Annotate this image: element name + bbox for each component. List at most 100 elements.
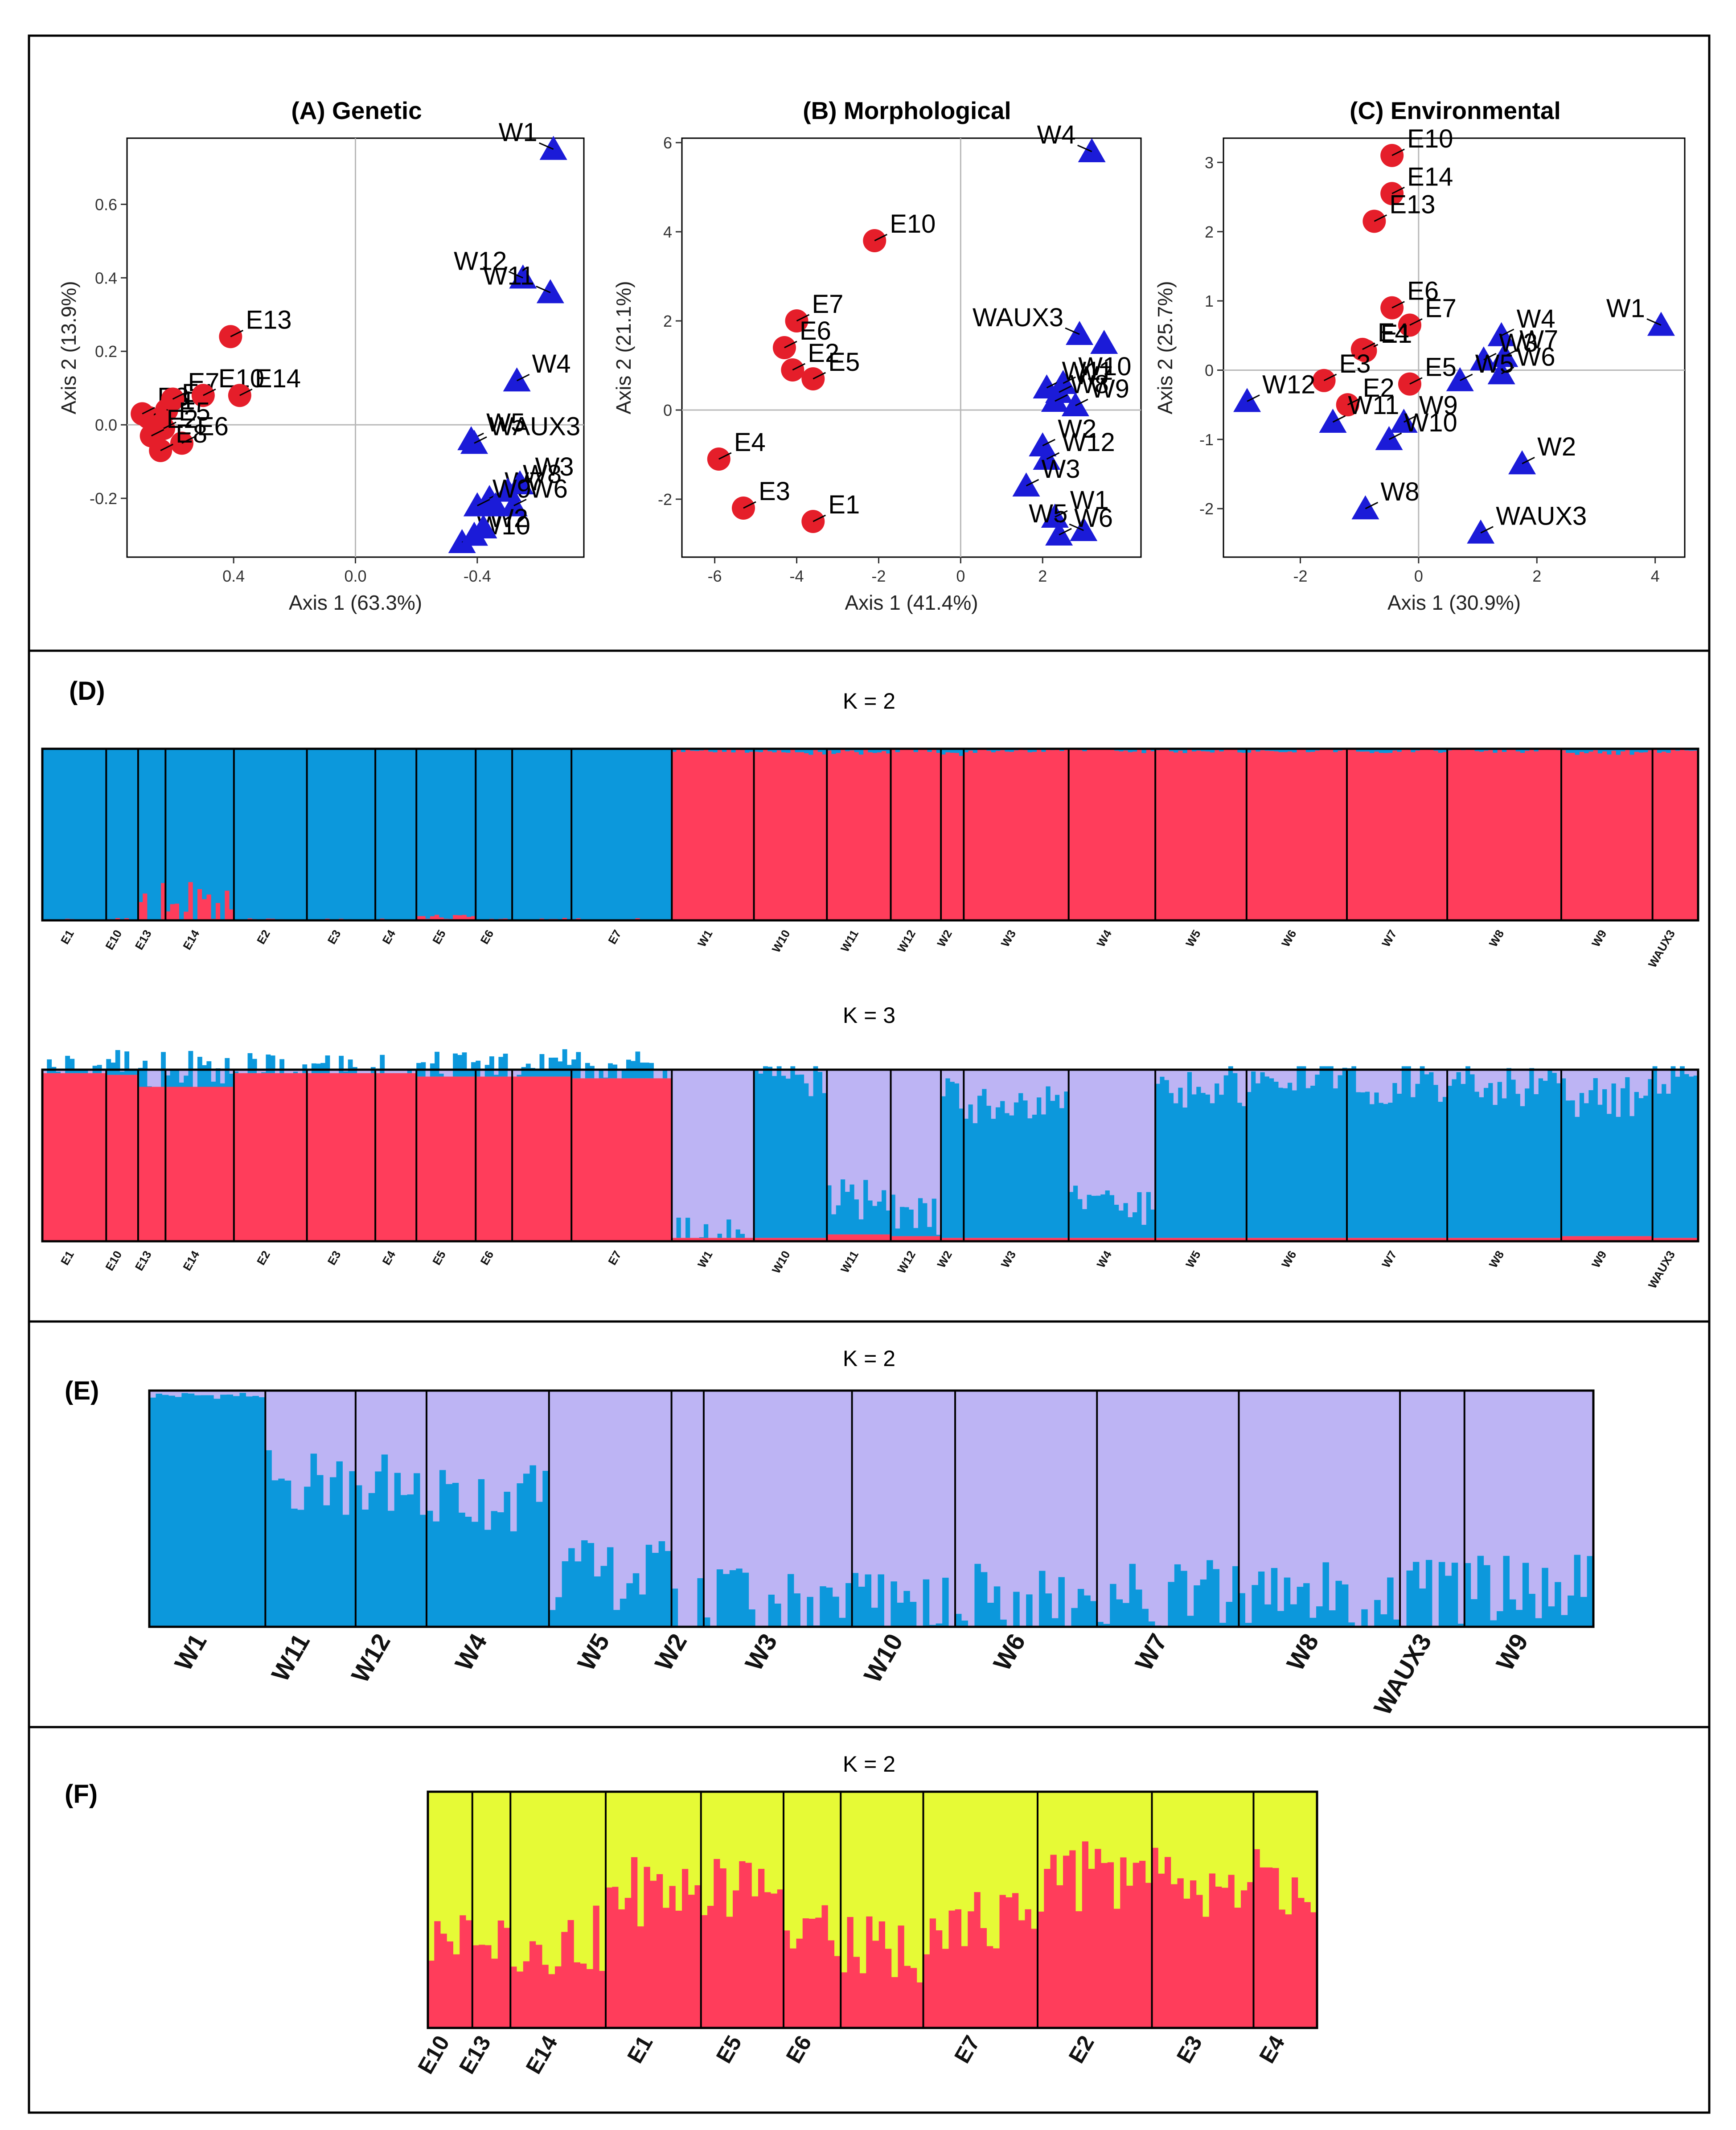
bar-individual [544, 749, 549, 920]
bar-individual [1046, 749, 1051, 920]
point-label-a-e5: E5 [179, 397, 210, 426]
bar-individual [1187, 1616, 1194, 1627]
bar-individual [317, 1391, 324, 1475]
bar-individual [640, 749, 645, 920]
bar-individual [1207, 1560, 1214, 1627]
bar-individual [913, 749, 919, 752]
plot-a-y-tick-label: -0.2 [90, 489, 117, 508]
bar-individual [607, 1391, 614, 1547]
bar-individual [587, 1969, 594, 2028]
bar-individual [1361, 1391, 1368, 1609]
bar-individual [1136, 1391, 1143, 1590]
bar-individual [716, 1391, 723, 1570]
bar-individual [1638, 752, 1644, 920]
bar-individual [1611, 751, 1617, 920]
bar-individual [1511, 1070, 1516, 1080]
bar-individual [202, 1087, 207, 1241]
bar-individual [587, 1543, 595, 1627]
bar-individual [1155, 1238, 1160, 1241]
bar-individual [603, 749, 608, 920]
bar-individual [936, 753, 941, 920]
bar-individual [1052, 1391, 1059, 1618]
bar-individual [143, 893, 148, 920]
bar-individual [839, 1617, 846, 1627]
bar-individual [147, 1086, 152, 1087]
bar-individual [498, 749, 504, 919]
bar-individual [343, 749, 349, 920]
bar-individual [831, 1070, 837, 1215]
bar-individual [1470, 749, 1475, 920]
bar-individual [1055, 749, 1060, 920]
bar-individual [1361, 1609, 1368, 1627]
bar-individual [1194, 1585, 1201, 1627]
bar-individual [402, 1073, 408, 1241]
bar-individual [1196, 1895, 1203, 2028]
bar-individual [787, 1574, 795, 1627]
bar-individual [781, 749, 786, 752]
bar-individual [736, 1391, 743, 1569]
bar-individual [1091, 1238, 1096, 1241]
bar-individual [119, 749, 125, 920]
bar-individual [1584, 1236, 1589, 1241]
bar-individual [1272, 1792, 1280, 1868]
bar-individual [993, 1792, 1000, 1949]
bar-individual [1171, 1884, 1178, 2028]
bar-individual [1580, 1596, 1588, 1627]
bar-individual [1269, 1078, 1274, 1238]
point-c-w7 [1490, 343, 1518, 367]
bar-individual [1433, 1238, 1439, 1241]
bar-individual [1643, 1236, 1649, 1241]
group-label-e3: E3 [325, 1248, 344, 1268]
bar-individual [457, 915, 463, 920]
bar-individual [1123, 1391, 1130, 1603]
point-b-w1 [1041, 504, 1069, 528]
bar-individual [138, 1067, 143, 1087]
bar-individual [443, 1076, 449, 1241]
bar-individual [1304, 1902, 1311, 2028]
bar-individual [1511, 1238, 1516, 1241]
bar-individual [238, 1070, 243, 1073]
bar-individual [891, 1581, 898, 1627]
bar-individual [184, 1070, 189, 1076]
group-label-e5: E5 [711, 2032, 747, 2068]
bar-individual [1566, 1070, 1571, 1101]
bar-individual [1638, 1070, 1644, 1098]
bar-individual [942, 1391, 949, 1578]
group-label-w12: W12 [346, 1629, 396, 1687]
bar-individual [1274, 1070, 1279, 1082]
bar-individual [1228, 1792, 1235, 1875]
bar-individual [162, 1395, 169, 1627]
bar-individual [749, 751, 755, 920]
bar-individual [868, 752, 873, 920]
bar-individual [457, 1055, 463, 1077]
bar-individual [1056, 1792, 1063, 1885]
bar-individual [669, 1886, 676, 2028]
bar-individual [1091, 1070, 1096, 1196]
bar-individual [982, 749, 987, 920]
bar-individual [320, 1063, 326, 1073]
bar-individual [1525, 1070, 1530, 1089]
bar-individual [631, 749, 636, 919]
bar-individual [1044, 1792, 1051, 1869]
bar-individual [713, 1238, 718, 1241]
bar-individual [613, 1391, 620, 1610]
bar-individual [1000, 1101, 1005, 1238]
bar-individual [1041, 1238, 1047, 1241]
bar-individual [257, 1073, 262, 1241]
bar-individual [690, 1238, 695, 1241]
group-label-e5: E5 [430, 928, 448, 947]
bar-individual [1684, 1074, 1690, 1238]
bar-individual [1031, 1929, 1038, 2028]
bar-individual [1374, 1600, 1381, 1627]
bar-individual [836, 753, 841, 920]
point-label-a-w8: W8 [523, 460, 562, 489]
bar-individual [1073, 749, 1078, 920]
bar-individual [1370, 1070, 1375, 1104]
bar-individual [1210, 1103, 1215, 1238]
bar-individual [929, 1391, 936, 1625]
bar-individual [735, 1238, 741, 1241]
bar-individual [259, 1391, 266, 1397]
bar-individual [847, 1917, 854, 2028]
bar-individual [1246, 1238, 1252, 1241]
bar-individual [758, 1238, 763, 1241]
